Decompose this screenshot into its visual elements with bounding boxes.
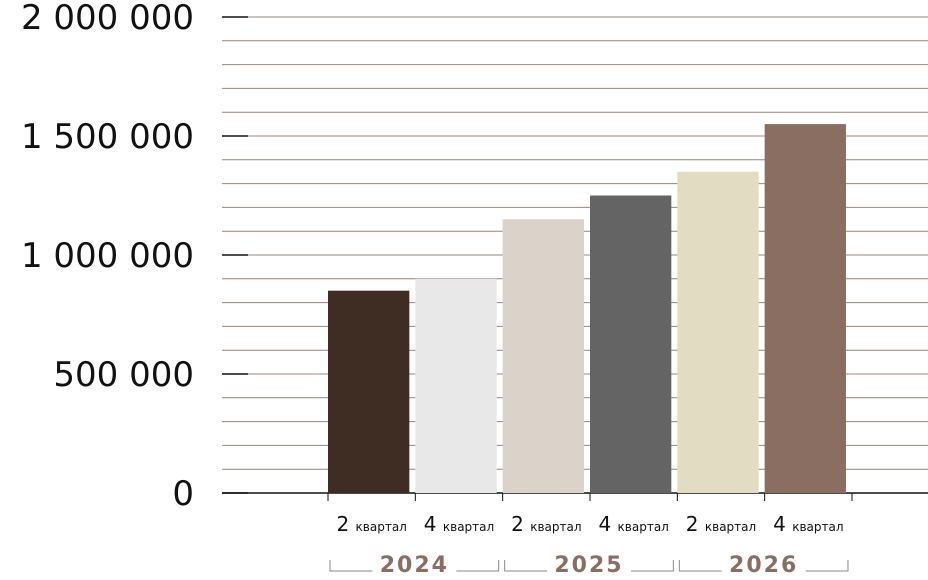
y-tick-label: 2 000 000 [21,0,194,38]
bar [765,124,846,493]
quarter-number: 4 [773,512,792,536]
bars [328,124,846,493]
year-bracket-left [505,560,547,571]
year-label: 2025 [554,553,623,578]
quarter-word: квартал [530,520,581,534]
year-bracket-right [806,560,848,571]
year-label: 2026 [729,553,798,578]
y-tick-label: 500 000 [53,355,194,395]
x-tick-label: 2 квартал [686,512,756,536]
quarter-word: квартал [356,520,407,534]
y-tick-label: 1 000 000 [21,236,194,276]
x-tick-label: 4 квартал [773,512,843,536]
quarter-number: 2 [686,512,705,536]
year-bracket-left [330,560,372,571]
x-tick-label: 2 квартал [336,512,406,536]
bar [503,219,584,493]
quarter-number: 4 [598,512,617,536]
quarter-number: 2 [511,512,530,536]
x-tick-labels: 2 квартал 4 квартал 2 квартал 4 квартал 2 кв… [336,512,843,536]
quarter-word: квартал [705,520,756,534]
year-label: 2024 [380,553,449,578]
year-bracket-right [631,560,673,571]
y-tick-label: 1 500 000 [21,117,194,157]
year-bracket-right [456,560,498,571]
quarter-word: квартал [443,520,494,534]
quarter-word: квартал [792,520,843,534]
y-tick-labels: 0 500 000 1 000 000 1 500 000 2 000 000 [21,0,194,514]
year-bracket-left [679,560,721,571]
year-group-labels: 2024 2025 2026 [330,553,848,578]
bar [590,196,671,494]
quarter-number: 2 [336,512,355,536]
x-tick-label: 4 квартал [598,512,668,536]
bar [415,279,496,493]
x-tick-label: 2 квартал [511,512,581,536]
y-tick-label: 0 [172,474,194,514]
quarter-number: 4 [424,512,443,536]
bar [328,291,409,493]
quarter-word: квартал [618,520,669,534]
x-tick-label: 4 квартал [424,512,494,536]
bar [677,172,758,493]
